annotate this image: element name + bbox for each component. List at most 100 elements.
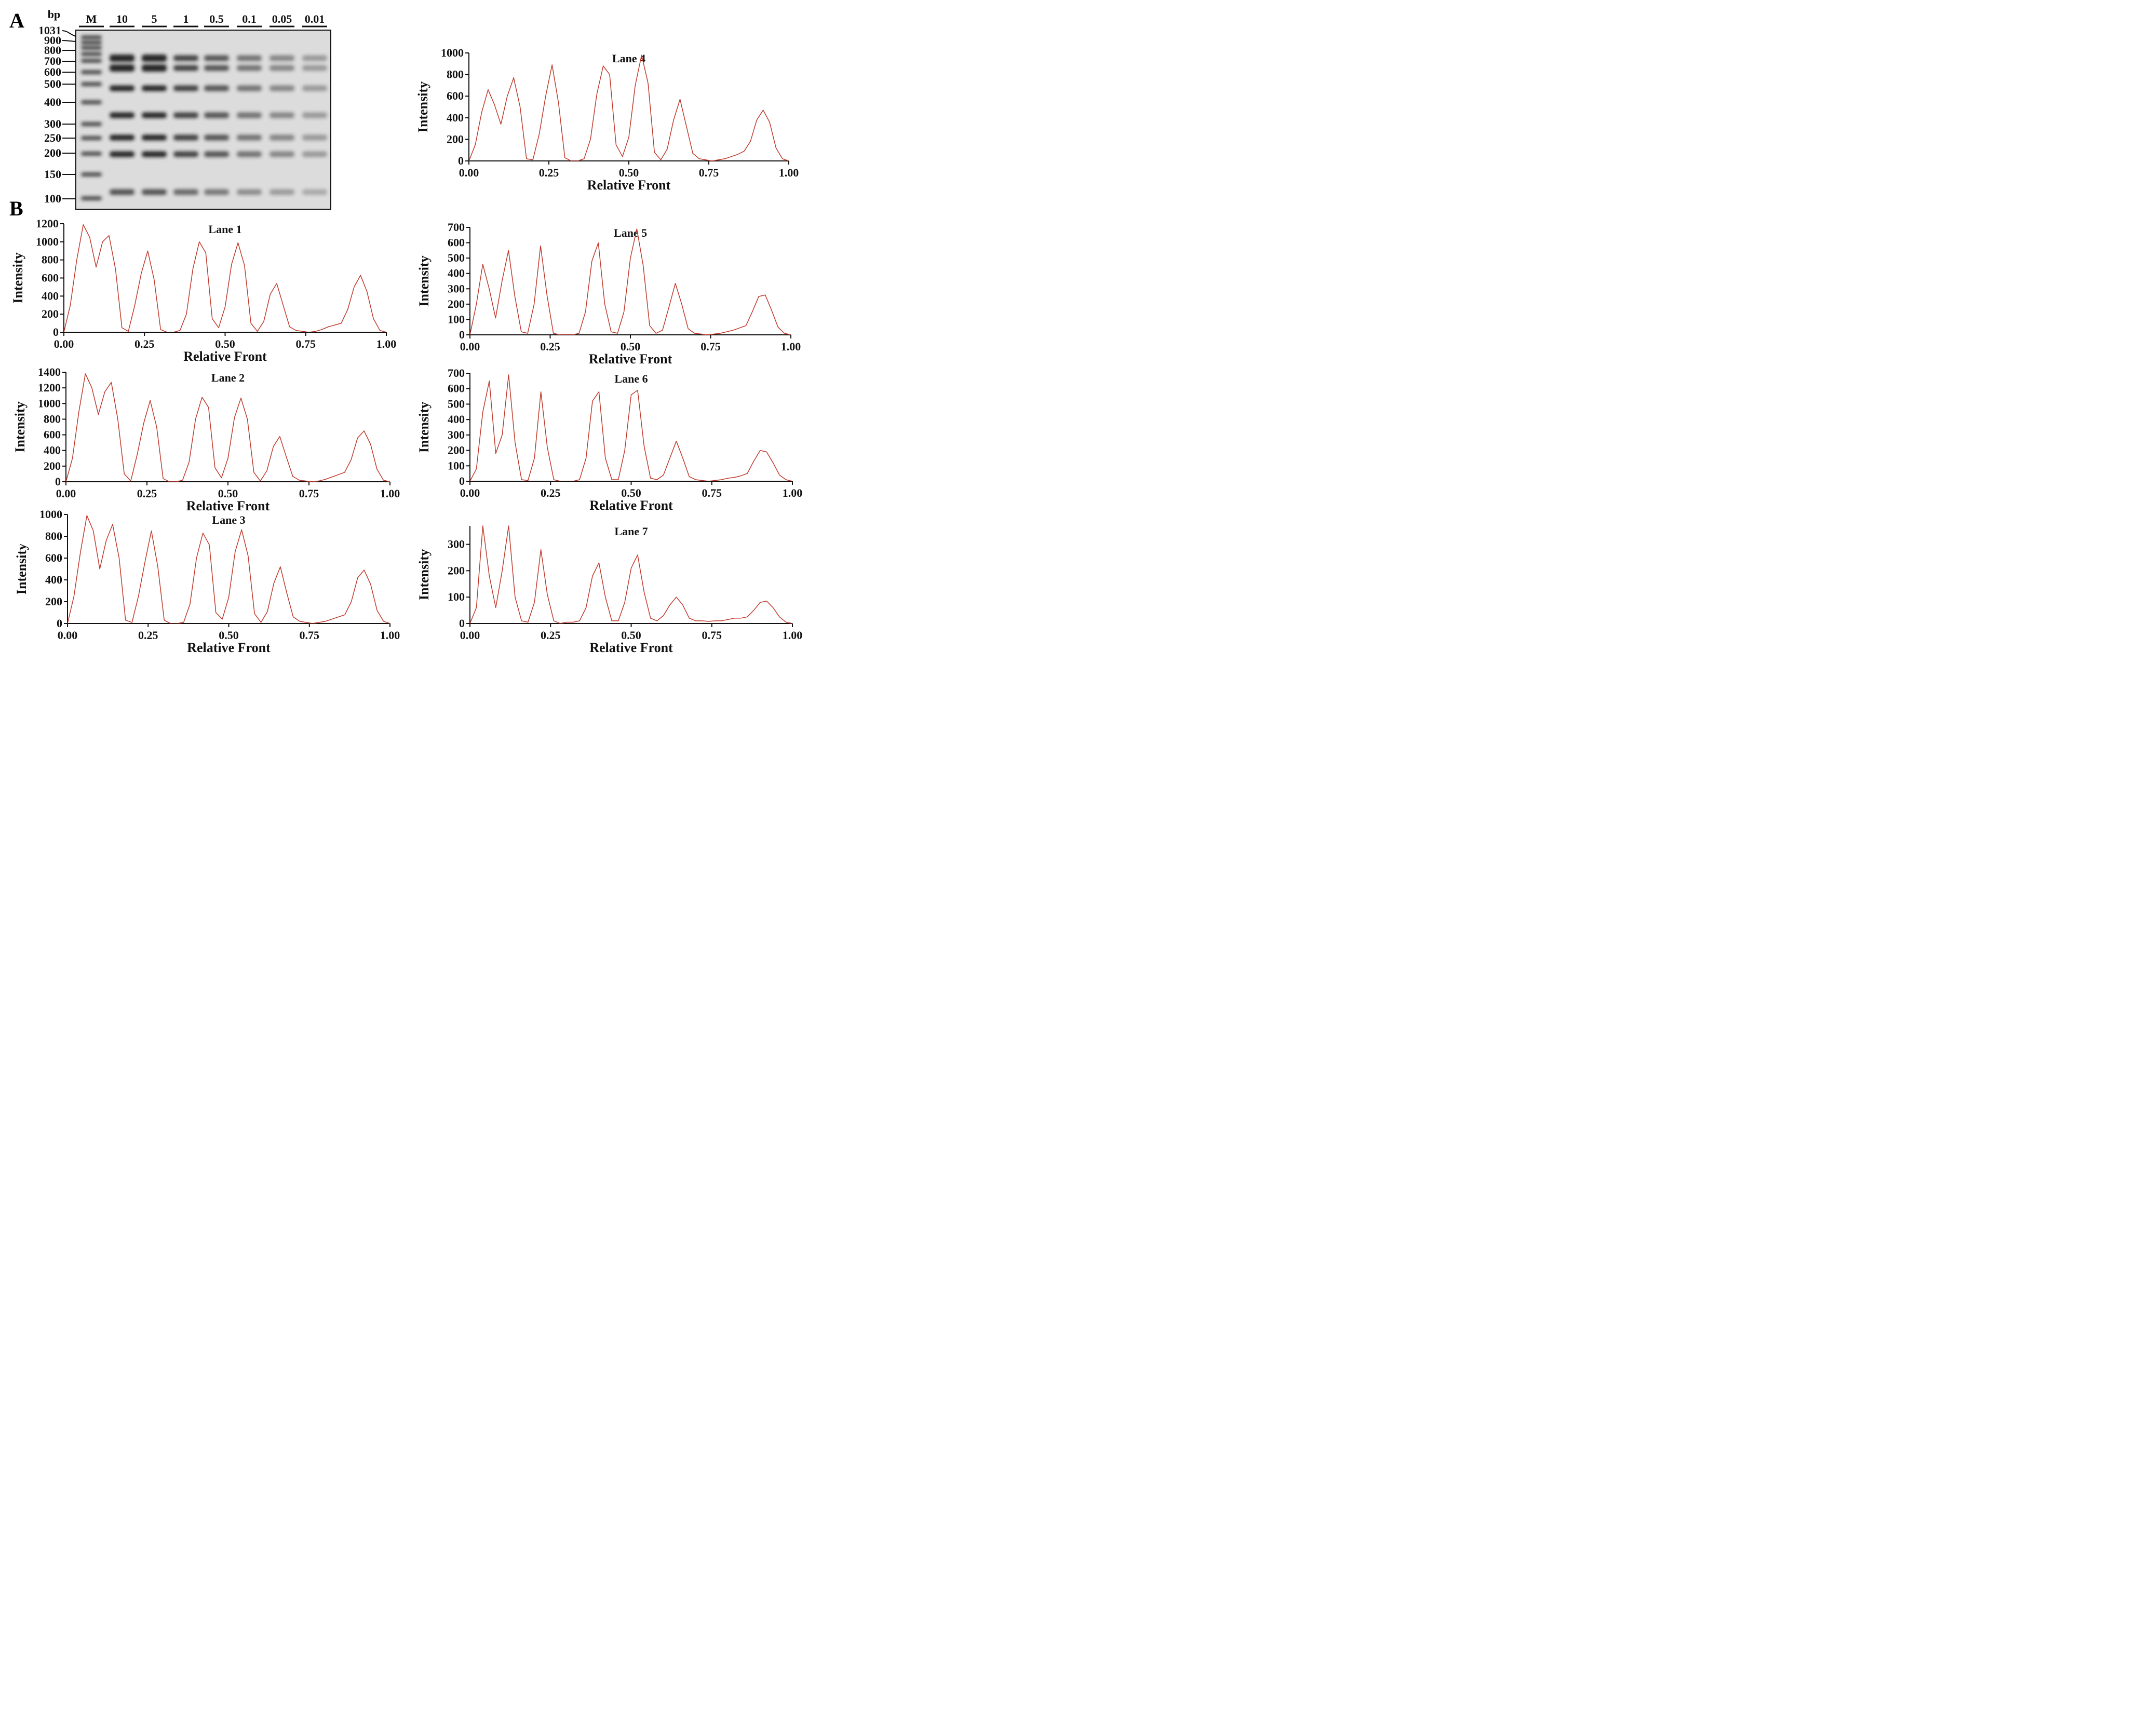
gel-sample-band [173,189,198,195]
gel-sample-band [142,151,167,157]
x-tick-label: 0.00 [54,337,74,350]
x-tick-label: 0.50 [219,629,239,642]
x-axis-label: Relative Front [587,178,671,193]
y-tick-label: 100 [448,459,465,472]
figure-svg: bp M 10 5 1 0.5 0.1 0.05 0.011031900800700600500… [10,8,802,655]
gel-marker-size: 150 [44,168,61,181]
y-axis-label: Intensity [416,255,432,306]
x-tick-label: 0.50 [621,486,641,499]
gel-unit-label: bp [48,8,60,21]
gel-sample-band [204,134,229,141]
gel-ladder-band [81,40,102,45]
panel-label-b: B [9,197,23,220]
gel-marker-size: 600 [44,65,61,78]
y-axis-label: Intensity [14,544,29,594]
gel-sample-band [302,55,327,61]
x-axis-label: Relative Front [183,349,267,364]
y-tick-label: 800 [447,68,464,81]
gel-marker-size: 500 [44,77,61,90]
gel-sample-band [110,85,134,91]
x-tick-label: 1.00 [380,487,400,500]
gel-sample-band [204,55,229,61]
x-tick-label: 0.75 [702,486,722,499]
gel-marker-size: 250 [44,131,61,144]
gel-ladder-band [81,59,102,63]
x-tick-label: 1.00 [781,340,801,353]
gel-marker-size: 100 [44,192,61,205]
x-axis-label: Relative Front [187,640,271,655]
y-tick-label: 0 [458,154,464,167]
y-tick-label: 0 [53,326,59,338]
y-tick-label: 100 [448,313,465,326]
x-axis-label: Relative Front [589,640,673,655]
chart-title: Lane 6 [614,372,648,385]
y-tick-label: 600 [448,382,465,395]
x-axis-label: Relative Front [589,351,672,367]
y-tick-label: 1000 [36,235,59,248]
gel-sample-band [237,134,262,141]
y-tick-label: 700 [448,367,465,379]
gel-ladder-band [81,35,102,39]
gel-sample-band [173,65,198,71]
x-tick-label: 0.50 [621,340,641,353]
x-tick-label: 1.00 [779,166,799,179]
gel-sample-band [302,151,327,157]
gel-sample-band [302,85,327,91]
gel-sample-band [142,85,167,91]
intensity-line [470,374,793,481]
gel-sample-band [270,65,294,71]
y-tick-label: 300 [448,428,465,441]
y-tick-label: 300 [448,538,465,551]
y-tick-label: 300 [448,282,465,295]
y-tick-label: 500 [448,397,465,410]
x-tick-label: 0.25 [137,487,157,500]
chart-title: Lane 1 [208,223,241,236]
gel-sample-band [302,134,327,141]
y-tick-label: 600 [44,428,61,441]
gel-ladder-band [81,136,102,140]
gel-lane-label: 1 [183,12,189,25]
gel-sample-band [237,65,262,71]
x-tick-label: 0.75 [299,487,319,500]
y-tick-label: 1000 [441,46,464,59]
gel-marker-size: 700 [44,55,61,67]
y-tick-label: 400 [44,444,61,457]
chart-7: 0 100 200 300 0.00 0.25 0.50 0.75 1.00 Relative F… [416,525,802,655]
y-tick-label: 600 [448,236,465,249]
chart-title: Lane 3 [212,513,245,526]
x-tick-label: 1.00 [380,629,400,642]
gel-sample-band [204,85,229,91]
y-tick-label: 800 [45,530,62,542]
chart-4: 0 200 400 600 800 1000 0.00 0.25 0.50 0.75 1.00 Rel… [415,46,799,193]
gel-sample-band [237,85,262,91]
x-tick-label: 0.75 [300,629,320,642]
y-axis-label: Intensity [415,82,430,132]
y-tick-label: 1400 [38,365,61,378]
gel-sample-band [237,151,262,157]
y-tick-label: 1000 [38,397,61,410]
gel-sample-band [270,55,294,61]
x-tick-label: 0.75 [702,629,722,642]
gel-sample-band [110,64,134,72]
intensity-line [68,515,390,623]
chart-title: Lane 4 [612,52,645,65]
gel-lane-label: 5 [152,12,157,25]
x-tick-label: 1.00 [376,337,397,350]
gel-sample-band [204,112,229,118]
x-tick-label: 0.25 [541,486,561,499]
y-tick-label: 1200 [36,217,59,230]
intensity-line [470,228,791,335]
y-tick-label: 400 [447,111,464,124]
gel-sample-band [142,112,167,118]
gel-lane-label: 10 [116,12,128,25]
gel-lane-label: 0.05 [272,12,292,25]
gel-marker-size: 800 [44,44,61,57]
y-tick-label: 400 [448,267,465,280]
x-tick-label: 0.25 [134,337,155,350]
y-tick-label: 700 [448,221,465,234]
gel-sample-band [270,85,294,91]
gel-sample-band [142,55,167,62]
gel-lane-label: 0.5 [209,12,224,25]
x-tick-label: 0.00 [460,486,480,499]
gel-sample-band [237,189,262,195]
